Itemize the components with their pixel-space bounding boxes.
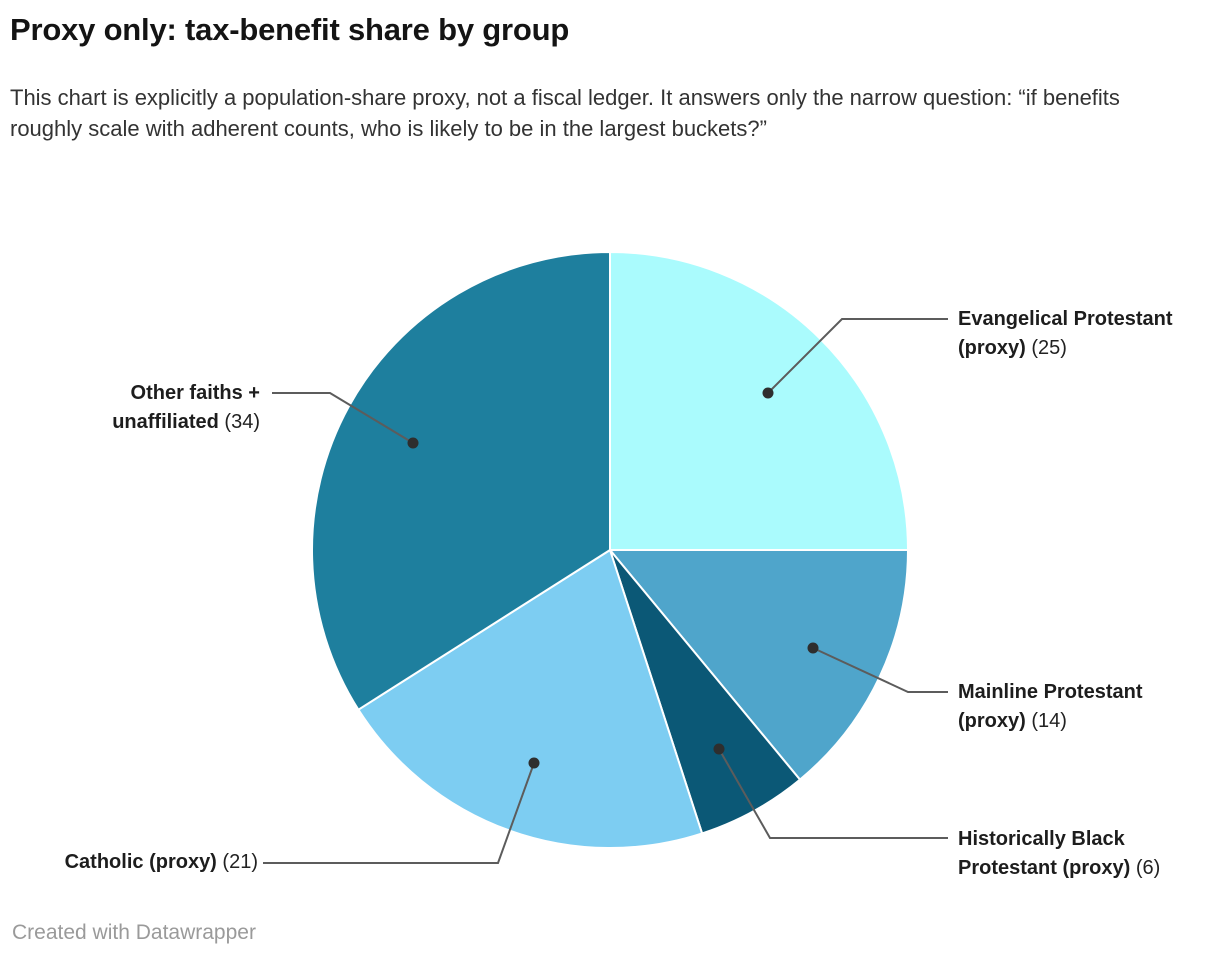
slice-label-evangelical: Evangelical Protestant (proxy) (25)	[958, 305, 1210, 363]
slice-label-name: Mainline Protestant (proxy)	[958, 681, 1143, 732]
slice-label-value: (25)	[1031, 337, 1067, 359]
connector-dot-catholic	[528, 757, 540, 769]
connector-line-catholic	[263, 762, 535, 864]
slice-label-name: Catholic (proxy)	[64, 851, 217, 873]
footer: Created with Datawrapper	[12, 921, 256, 945]
connector-dot-mainline	[807, 642, 819, 654]
slice-label-value: (6)	[1135, 857, 1161, 879]
chart-description: This chart is explicitly a population-sh…	[10, 85, 1120, 141]
connector-dot-hbp	[713, 743, 725, 755]
connector-dot-evangelical	[762, 387, 774, 399]
connector-line-other	[272, 392, 414, 444]
slice-label-name: Evangelical Protestant (proxy)	[958, 308, 1173, 359]
slice-label-name: Other faiths + unaffiliated	[112, 382, 260, 433]
slice-label-value: (21)	[222, 851, 258, 873]
slice-label-value: (34)	[224, 411, 260, 433]
slice-label-name: Historically Black Protestant (proxy)	[958, 828, 1131, 879]
chart-title: Proxy only: tax-benefit share by group	[10, 12, 570, 47]
pie-slices	[311, 251, 909, 849]
connector-line-mainline	[812, 647, 948, 693]
connectors	[263, 318, 948, 864]
slice-label-value: (14)	[1031, 710, 1067, 732]
pie-slice-0[interactable]	[609, 251, 909, 551]
connector-line-evangelical	[767, 318, 948, 394]
slice-label-other-faiths: Other faiths + unaffiliated (34)	[30, 379, 260, 437]
connector-dot-other	[407, 437, 419, 449]
slice-label-catholic: Catholic (proxy) (21)	[8, 848, 258, 877]
slice-label-historically-black-protestant: Historically Black Protestant (proxy) (6…	[958, 825, 1210, 883]
pie-slice-4[interactable]	[311, 251, 611, 711]
slice-label-mainline: Mainline Protestant (proxy) (14)	[958, 678, 1210, 736]
connector-line-hbp	[718, 748, 948, 839]
pie-slice-1[interactable]	[609, 549, 909, 781]
attribution-link[interactable]: Created with Datawrapper	[12, 921, 256, 944]
